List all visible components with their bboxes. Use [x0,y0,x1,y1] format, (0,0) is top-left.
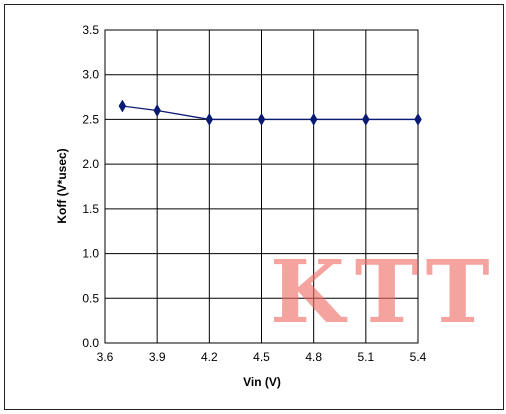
y-tick-label: 2.0 [82,157,99,171]
x-tick-label: 3.9 [149,350,166,364]
y-tick-label: 0.5 [82,291,99,305]
y-tick-label: 3.5 [82,23,99,37]
data-point-marker [309,112,318,126]
data-point-marker [118,99,127,113]
y-tick-label: 3.0 [82,68,99,82]
y-axis-label: Koff (V*usec) [55,148,69,223]
x-tick-labels: 3.6 3.9 4.2 4.5 4.8 5.1 5.4 [97,350,427,364]
y-tick-label: 1.5 [82,202,99,216]
x-tick-label: 4.8 [305,350,322,364]
series [118,99,422,126]
x-tick-label: 4.5 [253,350,270,364]
x-tick-label: 5.1 [357,350,374,364]
x-axis-label: Vin (V) [243,375,281,389]
grid [104,29,419,344]
x-tick-label: 5.4 [410,350,427,364]
y-tick-label: 1.0 [82,247,99,261]
x-tick-label: 3.6 [97,350,114,364]
y-tick-label: 0.0 [82,336,99,350]
y-tick-labels: 0.0 0.5 1.0 1.5 2.0 2.5 3.0 3.5 [82,23,99,350]
y-tick-label: 2.5 [82,112,99,126]
data-point-marker [153,103,161,117]
data-point-marker [205,112,214,126]
data-point-marker [362,112,370,126]
data-point-marker [414,112,422,126]
watermark: KTT [270,242,500,343]
x-tick-label: 4.2 [201,350,218,364]
data-point-marker [257,112,266,126]
